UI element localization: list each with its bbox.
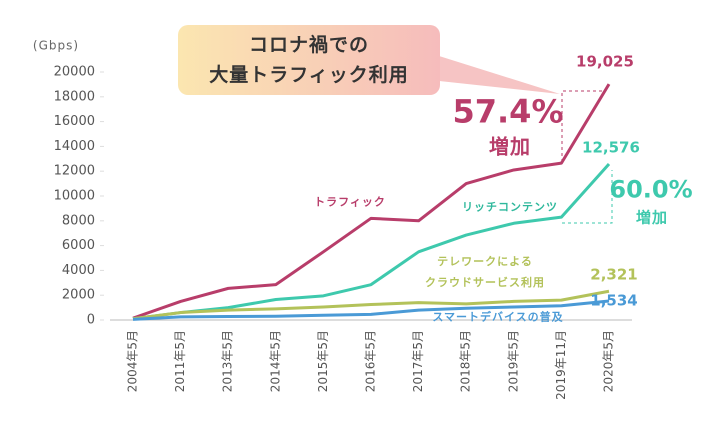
x-tick-label: 2019年11月	[554, 330, 568, 400]
x-tick-label: 2020年5月	[602, 330, 616, 392]
callout-pointer	[420, 50, 560, 94]
y-tick-label: 16000	[54, 114, 95, 129]
y-axis-label: (Gbps)	[32, 38, 80, 53]
value-label: 1,534	[590, 291, 637, 309]
y-tick-label: 18000	[54, 89, 95, 104]
series-label: トラフィック	[314, 195, 386, 209]
series-label: リッチコンテンツ	[462, 200, 558, 214]
series-label: スマートデバイスの普及	[432, 310, 564, 324]
annotation: 増加	[489, 134, 531, 159]
annotation: 57.4%	[452, 92, 564, 131]
chart-title: コロナ禍での 大量トラフィック利用	[209, 34, 409, 86]
x-tick-label: 2015年5月	[316, 330, 330, 392]
y-tick-label: 8000	[62, 213, 95, 228]
series-label: テレワークによる クラウドサービス利用	[425, 255, 545, 289]
x-tick-label: 2017年5月	[411, 330, 425, 392]
y-tick-label: 20000	[54, 65, 95, 80]
x-tick-label: 2013年5月	[221, 330, 235, 392]
title-box	[178, 25, 440, 95]
series-line	[132, 289, 610, 321]
x-tick-label: 2019年5月	[506, 330, 520, 392]
value-label: 2,321	[590, 266, 637, 284]
y-tick-label: 2000	[62, 288, 95, 303]
dashed-arrow	[562, 170, 613, 224]
dashed-arrow	[561, 90, 602, 162]
annotation: 増加	[635, 208, 669, 227]
x-tick-label: 2018年5月	[459, 330, 473, 392]
value-label: 12,576	[582, 139, 640, 157]
y-tick-label: 4000	[62, 263, 95, 278]
x-tick-label: 2016年5月	[364, 330, 378, 392]
y-tick-label: 0	[87, 313, 95, 328]
series-line	[132, 163, 611, 321]
annotation: 60.0%	[609, 175, 693, 204]
series-line	[132, 299, 610, 321]
x-tick-label: 2014年5月	[268, 330, 282, 392]
y-tick-label: 12000	[54, 164, 95, 179]
y-tick-label: 14000	[54, 139, 95, 154]
y-tick-label: 10000	[54, 189, 95, 204]
y-tick-label: 6000	[62, 238, 95, 253]
x-tick-label: 2004年5月	[126, 330, 140, 392]
series-line	[132, 83, 611, 320]
value-label: 19,025	[576, 53, 634, 71]
x-tick-label: 2011年5月	[173, 330, 187, 392]
